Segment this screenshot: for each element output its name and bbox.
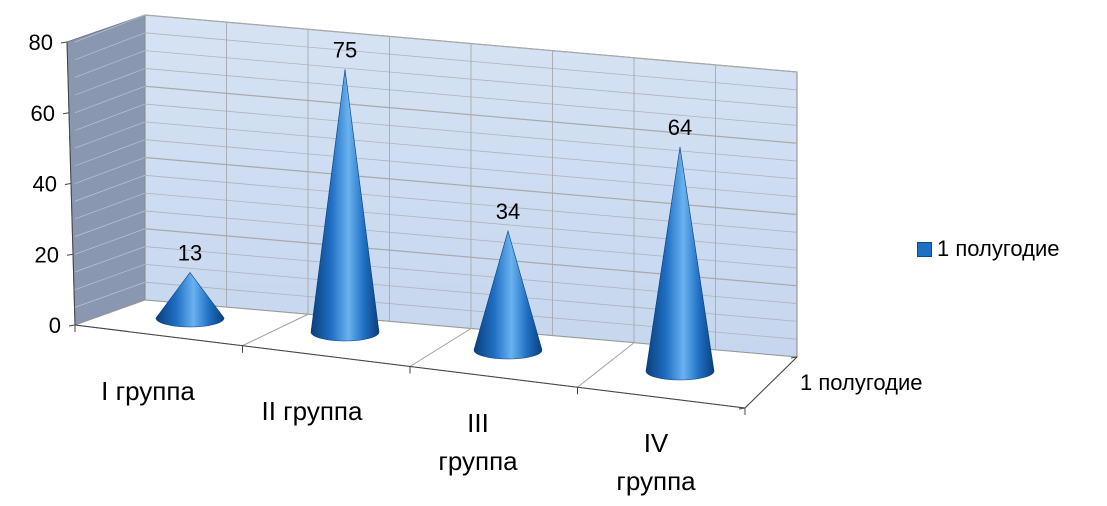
side-gridline bbox=[74, 210, 146, 237]
y-tick-label: 40 bbox=[33, 172, 57, 197]
depth-axis-label: 1 полугодие bbox=[800, 370, 923, 395]
cone-bar bbox=[645, 146, 715, 381]
cone-bar bbox=[310, 69, 380, 342]
y-tick-label: 20 bbox=[35, 242, 59, 267]
category-label: II группа bbox=[262, 396, 363, 426]
data-label: 75 bbox=[333, 37, 357, 62]
side-gridline bbox=[74, 263, 146, 291]
y-tick-label: 80 bbox=[29, 30, 53, 55]
side-gridline bbox=[74, 281, 146, 308]
depth-axis bbox=[744, 356, 798, 409]
side-gridline bbox=[74, 103, 146, 131]
side-gridline bbox=[74, 121, 146, 149]
y-tick-label: 0 bbox=[49, 313, 61, 338]
floor-divider bbox=[577, 342, 635, 388]
side-gridline bbox=[74, 85, 146, 114]
y-tick bbox=[62, 112, 70, 115]
category-label: I группа bbox=[101, 376, 195, 406]
side-gridline bbox=[74, 246, 146, 273]
category-label: IV группа bbox=[616, 428, 696, 496]
data-label: 13 bbox=[178, 240, 202, 265]
depth-tick bbox=[790, 356, 798, 359]
side-gridline bbox=[74, 174, 146, 202]
category-label: III группа bbox=[438, 408, 518, 476]
side-gridline bbox=[74, 14, 146, 43]
side-gridline bbox=[74, 68, 146, 96]
side-gridline bbox=[74, 192, 146, 220]
y-tick bbox=[66, 253, 74, 256]
y-tick bbox=[64, 183, 72, 185]
legend: 1 полугодие bbox=[917, 236, 1060, 262]
data-label: 34 bbox=[496, 199, 520, 224]
cone-bar bbox=[473, 229, 543, 360]
legend-swatch bbox=[917, 241, 932, 257]
legend-label: 1 полугодие bbox=[937, 236, 1060, 261]
side-gridline bbox=[74, 139, 146, 167]
depth-tick bbox=[738, 407, 746, 410]
side-gridline bbox=[74, 228, 146, 255]
cone-bar bbox=[155, 271, 225, 328]
y-tick-label: 60 bbox=[31, 101, 55, 126]
side-gridline bbox=[74, 157, 146, 184]
floor-divider bbox=[409, 328, 472, 367]
side-gridline bbox=[74, 32, 146, 61]
y-tick bbox=[68, 324, 76, 327]
floor-divider bbox=[242, 313, 309, 347]
data-label: 64 bbox=[668, 115, 692, 140]
y-tick bbox=[60, 41, 68, 44]
side-gridline bbox=[74, 50, 146, 78]
